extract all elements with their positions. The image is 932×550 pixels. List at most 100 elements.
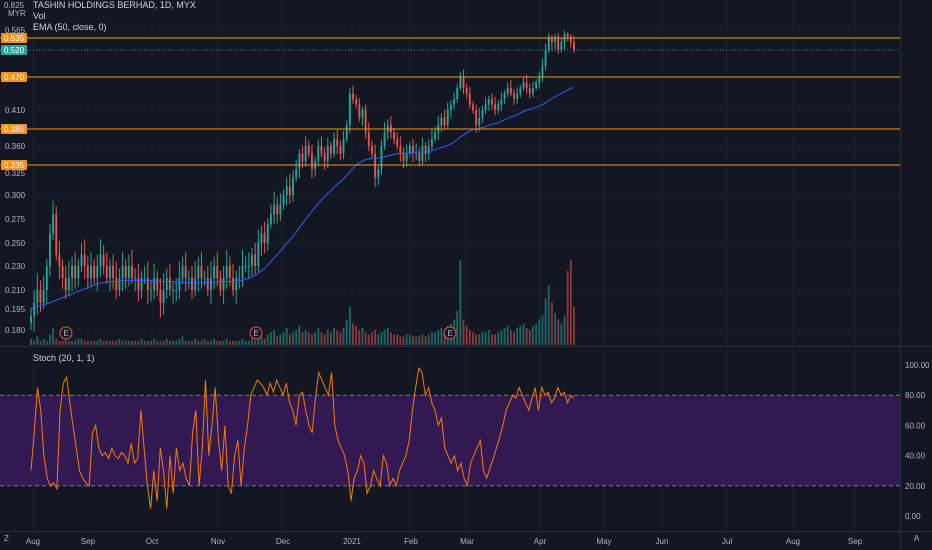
price-axis-label: 0.250 (5, 239, 26, 248)
candle-body (443, 117, 446, 126)
volume-bar (311, 334, 313, 345)
candle-body (462, 77, 465, 88)
volume-bar (317, 328, 320, 345)
volume-bar (168, 340, 171, 345)
price-level-tag (1, 33, 27, 43)
volume-bar (367, 334, 370, 345)
volume-bar (418, 336, 421, 345)
volume-bar (509, 330, 512, 345)
volume-bar (197, 340, 200, 345)
candle-body (535, 82, 538, 88)
candle-body (516, 93, 519, 99)
earnings-marker-label: E (253, 329, 258, 338)
candle-body (336, 139, 339, 146)
candle-body (519, 88, 522, 94)
candle-body (165, 278, 168, 290)
candle-body (150, 290, 152, 291)
volume-bar (33, 340, 36, 345)
candle-body (342, 139, 345, 154)
candle-body (509, 88, 512, 94)
price-axis-label: 0.360 (5, 142, 26, 151)
candle-body (424, 146, 427, 154)
candle-body (96, 266, 99, 278)
volume-bar (513, 332, 515, 345)
candle-body (528, 88, 531, 94)
candle-body (320, 146, 323, 154)
volume-bar (522, 323, 525, 345)
currency-label: MYR (8, 9, 26, 18)
volume-bar (30, 338, 32, 345)
candle-body (181, 266, 184, 278)
chart-title: TASHIN HOLDINGS BERHAD, 1D, MYX (33, 0, 196, 11)
volume-bar (140, 338, 143, 345)
volume-bar (48, 334, 51, 345)
time-axis-label: Dec (276, 537, 290, 546)
volume-bar (282, 332, 285, 345)
auto-scale-button: A (914, 534, 920, 543)
volume-bar (421, 334, 424, 345)
stoch-line (30, 366, 575, 509)
candle-body (36, 290, 39, 303)
candle-body (238, 278, 241, 279)
candle-body (67, 278, 70, 290)
ema-line (30, 86, 575, 310)
price-level-tag-label: 0.520 (4, 46, 25, 55)
ema-label: EMA (50, close, 0) (33, 22, 107, 32)
candle-body (487, 99, 490, 105)
price-level-tag (1, 160, 27, 170)
candle-body (55, 214, 58, 255)
candle-body (481, 110, 484, 118)
volume-bar (153, 338, 156, 345)
volume-bar (399, 336, 402, 345)
candle-body (465, 88, 468, 94)
vol-legend: Vol (33, 11, 46, 22)
symbol-title: TASHIN HOLDINGS BERHAD, 1D, MYX (33, 0, 196, 10)
volume-bar (554, 313, 557, 345)
candle-body (497, 104, 500, 110)
candle-body (364, 110, 367, 133)
volume-bar (393, 334, 395, 345)
zoom-button: Z (4, 534, 9, 543)
candle-body (288, 186, 291, 195)
volume-bar (490, 334, 493, 345)
candle-body (550, 36, 553, 42)
volume-bar (472, 332, 474, 345)
price-axis-label: 0.195 (5, 305, 26, 314)
candle-body (329, 146, 332, 154)
candle-body (355, 99, 358, 105)
candle-body (292, 177, 294, 195)
time-axis-label: 2021 (343, 537, 361, 546)
candle-body (90, 266, 92, 278)
volume-bar (42, 338, 45, 345)
price-axis-label: 0.275 (5, 215, 26, 224)
candle-body (468, 93, 471, 105)
volume-bar (175, 340, 178, 345)
price-axis-label: 0.210 (5, 286, 26, 295)
volume-bar (468, 330, 471, 345)
volume-bar (162, 340, 165, 345)
volume-bar (516, 328, 519, 345)
volume-bar (528, 330, 531, 345)
volume-bar (358, 330, 361, 345)
volume-bar (232, 340, 234, 345)
volume-bar (440, 328, 443, 345)
candle-body (172, 290, 175, 291)
candle-body (124, 266, 127, 278)
volume-bar (500, 330, 503, 345)
candle-body (48, 233, 51, 266)
price-axis-label: 0.565 (5, 26, 26, 35)
candle-body (45, 266, 48, 290)
volume-bar (481, 332, 484, 345)
earnings-marker (249, 326, 263, 340)
candle-body (77, 266, 80, 278)
volume-bar (222, 340, 225, 345)
candle-body (459, 77, 462, 88)
volume-bar (131, 340, 133, 345)
price-level-tag (1, 72, 27, 82)
volume-bar (244, 340, 247, 345)
stoch-axis-label: 0.00 (905, 512, 921, 521)
candle-body (112, 266, 115, 278)
volume-bar (550, 302, 553, 345)
candle-body (317, 146, 320, 162)
ema-legend: EMA (50, close, 0) (33, 22, 107, 33)
